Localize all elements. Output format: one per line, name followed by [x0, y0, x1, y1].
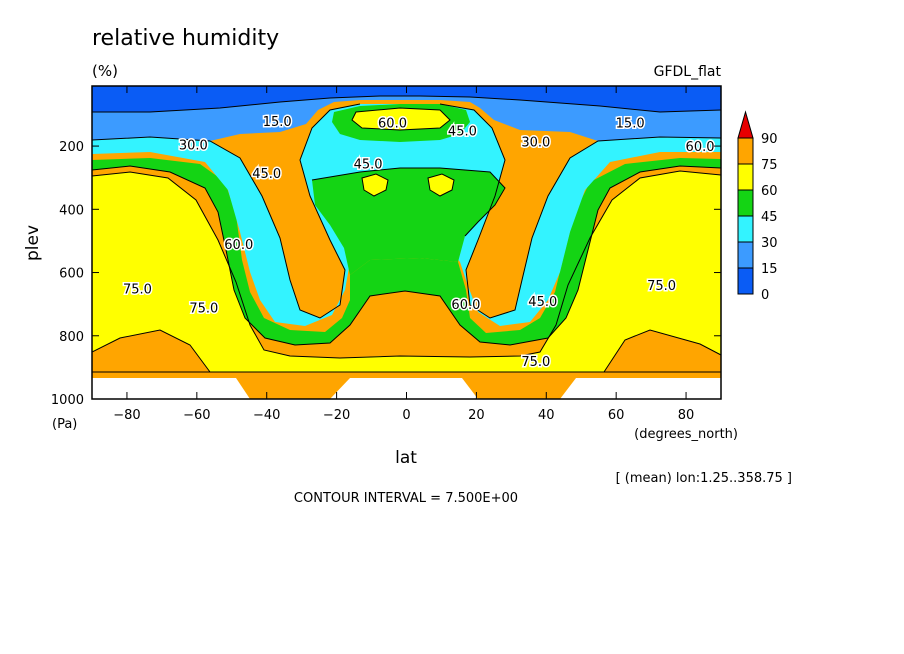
contour-label: 60.0 [378, 116, 407, 131]
contour-field: 15.0 15.0 30.0 30.0 60.0 45.0 45.0 45.0 60.0 60.0… [92, 86, 721, 399]
x-tick-label: −80 [113, 408, 140, 423]
contour-label: 60.0 [224, 238, 253, 253]
contour-label: 15.0 [263, 115, 292, 130]
colorbar-swatch [737, 215, 754, 243]
contour-lines [92, 95, 721, 373]
colorbar-swatch [737, 241, 754, 269]
y-tick-label: 200 [59, 140, 84, 155]
colorbar-swatch [737, 189, 754, 217]
y-axis: 200 400 600 800 1000 [51, 140, 721, 408]
y-tick-label: 600 [59, 267, 84, 282]
colorbar-swatch [737, 163, 754, 191]
y-tick-label: 1000 [51, 393, 84, 408]
contour-label: 60.0 [451, 298, 480, 313]
colorbar-extend-max [737, 110, 754, 139]
contour-interval: CONTOUR INTERVAL = 7.500E+00 [294, 491, 518, 506]
colorbar-swatch [737, 267, 754, 295]
y-tick-label: 400 [59, 203, 84, 218]
chart-title: relative humidity [92, 26, 279, 51]
contour-label: 45.0 [252, 167, 281, 182]
contour-label: 45.0 [528, 295, 557, 310]
band-45-60-center [312, 168, 505, 275]
x-tick-label: 0 [402, 408, 410, 423]
mean-note: [ (mean) lon:1.25..358.75 ] [616, 471, 792, 486]
colorbar-level-label: 60 [761, 184, 778, 199]
near-surface-band [92, 372, 721, 378]
contour-label: 75.0 [647, 279, 676, 294]
x-tick-label: 80 [678, 408, 695, 423]
contour-labels: 15.0 15.0 30.0 30.0 60.0 45.0 45.0 45.0 60.0 60.0… [121, 113, 716, 371]
colorbar-level-label: 75 [761, 158, 778, 173]
band-0-15-top [92, 86, 721, 112]
contour-label: 75.0 [123, 282, 152, 297]
x-axis-units: (degrees_north) [634, 427, 738, 442]
units-label: (%) [92, 62, 118, 80]
topography-right [462, 378, 576, 399]
band-60-75-left [92, 171, 721, 372]
contour-label: 30.0 [179, 138, 208, 153]
topography-left [236, 378, 350, 399]
colorbar-swatch [737, 137, 754, 165]
x-tick-label: 20 [468, 408, 485, 423]
x-tick-label: −20 [323, 408, 350, 423]
colorbar-level-label: 90 [761, 132, 778, 147]
band-15-30 [92, 96, 721, 141]
x-tick-label: −60 [183, 408, 210, 423]
y-axis-label: plev [23, 225, 43, 261]
x-tick-label: 60 [608, 408, 625, 423]
x-tick-label: −40 [253, 408, 280, 423]
band-60-75-lobe-left [362, 174, 388, 196]
colorbar: 0 15 30 45 60 75 90 [737, 110, 778, 303]
colorbar-level-label: 0 [761, 288, 769, 303]
y-axis-units: (Pa) [52, 417, 77, 432]
contour-label: 75.0 [521, 355, 550, 370]
colorbar-level-label: 30 [761, 236, 778, 251]
contour-label: 15.0 [616, 116, 645, 131]
colorbar-level-label: 15 [761, 262, 778, 277]
band-60-75-upper [352, 108, 450, 130]
contour-label: 75.0 [189, 301, 218, 316]
colorbar-level-label: 45 [761, 210, 778, 225]
x-axis-label: lat [395, 448, 417, 468]
x-tick-label: 40 [538, 408, 555, 423]
band-60-75-lobe-right [428, 174, 454, 196]
contour-label: 45.0 [354, 157, 383, 172]
x-axis: −80 −60 −40 −20 0 20 40 60 80 [113, 86, 694, 423]
contour-label: 60.0 [686, 140, 715, 155]
contour-label: 45.0 [448, 124, 477, 139]
model-label: GFDL_flat [654, 64, 722, 80]
contour-label: 30.0 [521, 135, 550, 150]
y-tick-label: 800 [59, 330, 84, 345]
